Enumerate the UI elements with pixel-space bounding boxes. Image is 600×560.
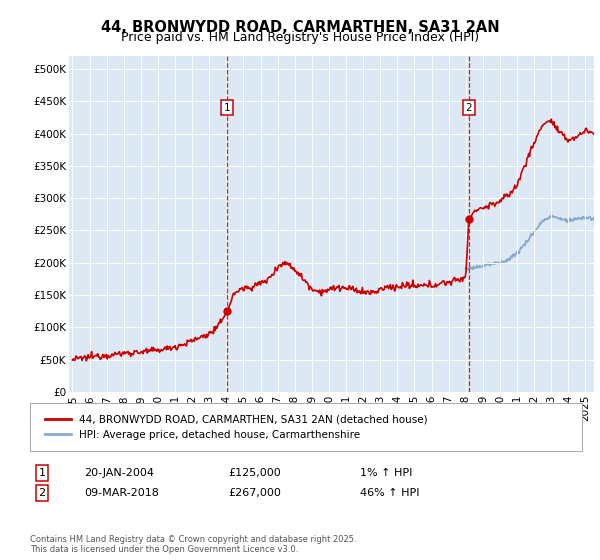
Text: 1% ↑ HPI: 1% ↑ HPI [360,468,412,478]
Text: 2: 2 [38,488,46,498]
Text: 2: 2 [466,102,472,113]
Text: £267,000: £267,000 [228,488,281,498]
Text: Contains HM Land Registry data © Crown copyright and database right 2025.
This d: Contains HM Land Registry data © Crown c… [30,535,356,554]
Text: 46% ↑ HPI: 46% ↑ HPI [360,488,419,498]
Text: £125,000: £125,000 [228,468,281,478]
Text: Price paid vs. HM Land Registry's House Price Index (HPI): Price paid vs. HM Land Registry's House … [121,31,479,44]
Text: 1: 1 [224,102,230,113]
Text: 09-MAR-2018: 09-MAR-2018 [84,488,159,498]
Text: 20-JAN-2004: 20-JAN-2004 [84,468,154,478]
Text: 44, BRONWYDD ROAD, CARMARTHEN, SA31 2AN: 44, BRONWYDD ROAD, CARMARTHEN, SA31 2AN [101,20,499,35]
Text: 1: 1 [38,468,46,478]
Legend: 44, BRONWYDD ROAD, CARMARTHEN, SA31 2AN (detached house), HPI: Average price, de: 44, BRONWYDD ROAD, CARMARTHEN, SA31 2AN … [41,410,432,444]
